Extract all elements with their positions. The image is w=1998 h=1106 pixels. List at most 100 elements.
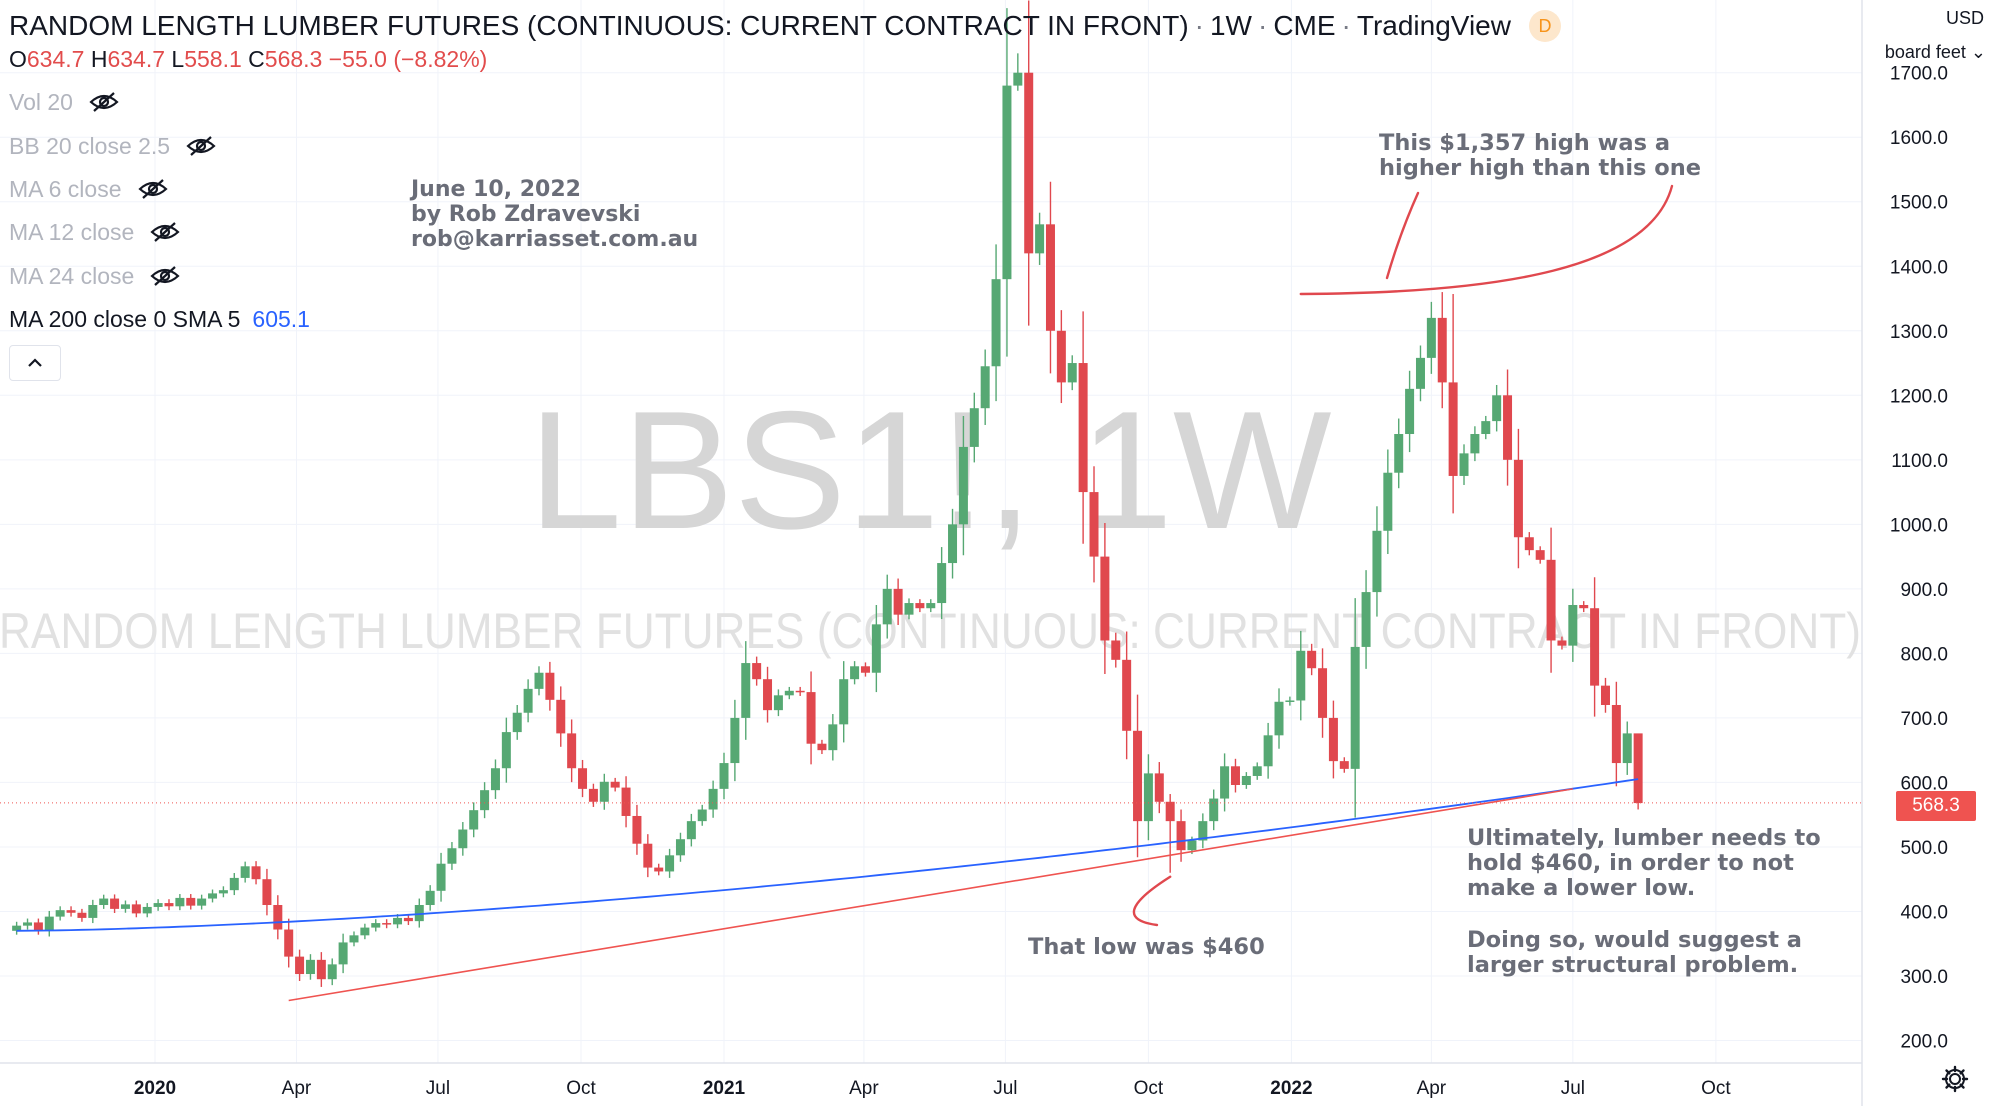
- y-tick-label: 800.0: [1900, 644, 1948, 665]
- candle-body: [1307, 650, 1317, 669]
- candle-body: [926, 603, 936, 609]
- candle-body: [1176, 821, 1186, 851]
- candle-body: [937, 563, 947, 604]
- chart-title-row[interactable]: RANDOM LENGTH LUMBER FUTURES (CONTINUOUS…: [9, 10, 1561, 42]
- candle-body: [991, 279, 1001, 367]
- candle-body: [752, 663, 762, 680]
- eye-hidden-icon[interactable]: [150, 221, 180, 243]
- exchange-label: CME: [1273, 10, 1336, 41]
- candle-body: [327, 964, 337, 980]
- candle-body: [697, 809, 707, 822]
- indicator-label: Vol 20: [9, 89, 73, 115]
- candle-body: [77, 912, 87, 918]
- currency-selector[interactable]: USD: [1945, 8, 1984, 28]
- candle-body: [1220, 766, 1230, 799]
- interval-label[interactable]: 1W: [1209, 10, 1252, 41]
- candle-body: [1481, 421, 1491, 435]
- candle-body: [1633, 733, 1643, 804]
- x-tick-label: Oct: [1701, 1078, 1731, 1099]
- high-bracket-curve: [1299, 184, 1674, 296]
- candle-body: [360, 927, 370, 936]
- candle-body: [958, 446, 968, 525]
- candle-body: [218, 890, 228, 894]
- candle-body: [643, 843, 653, 868]
- candle-body: [1089, 492, 1099, 557]
- candle-body: [1230, 766, 1240, 786]
- candle-body: [1611, 704, 1621, 764]
- indicator-ma6[interactable]: MA 6 close: [9, 176, 168, 203]
- candle-body: [1557, 640, 1567, 646]
- x-tick-label: Apr: [849, 1078, 879, 1099]
- candle-body: [414, 905, 424, 922]
- candle-body: [1209, 798, 1219, 822]
- candle-body: [1492, 395, 1502, 422]
- candle-body: [305, 959, 315, 975]
- candle-body: [66, 910, 76, 913]
- unit-label: board feet: [1884, 42, 1966, 62]
- settings-gear-icon[interactable]: [1940, 1064, 1970, 1094]
- candle-body: [175, 897, 185, 907]
- indicator-ma200[interactable]: MA 200 close 0 SMA 5 605.1: [9, 306, 310, 333]
- candle-body: [1100, 556, 1110, 641]
- candle-body: [1154, 773, 1164, 802]
- indicator-bb[interactable]: BB 20 close 2.5: [9, 133, 216, 160]
- y-tick-label: 1100.0: [1891, 451, 1948, 472]
- candle-body: [1274, 701, 1284, 736]
- chart-lines: [0, 184, 1862, 1002]
- platform-label: TradingView: [1356, 10, 1511, 41]
- ma200-line: [16, 778, 1639, 932]
- candle-body: [1241, 775, 1251, 786]
- candle-body: [1415, 357, 1425, 389]
- collapse-legend-button[interactable]: [9, 345, 61, 381]
- delayed-data-badge[interactable]: D: [1528, 10, 1561, 42]
- candle-body: [153, 903, 163, 907]
- candle-body: [708, 788, 718, 810]
- indicator-ma12[interactable]: MA 12 close: [9, 219, 180, 246]
- y-tick-label: 1200.0: [1890, 386, 1948, 407]
- candle-body: [1579, 604, 1589, 609]
- candle-body: [578, 768, 588, 789]
- candle-body: [1328, 717, 1338, 762]
- chart-axes: 200.0 300.0 400.0 500.0 600.0 700.0 800.0 900.0…: [0, 0, 1948, 1106]
- x-tick-label: 2020: [134, 1078, 176, 1099]
- candle-body: [284, 929, 294, 957]
- outlook-annotation: Ultimately, lumber needs to hold $460, i…: [1467, 825, 1821, 901]
- candle-body: [273, 905, 283, 930]
- ohlc-legend: O634.7 H634.7 L558.1 C568.3 −55.0 (−8.82…: [9, 46, 487, 73]
- eye-hidden-icon[interactable]: [150, 265, 180, 287]
- candle-body: [142, 906, 152, 914]
- x-tick-label: Apr: [282, 1078, 312, 1099]
- high-annotation: This $1,357 high was a higher high than …: [1379, 130, 1701, 181]
- candle-body: [1339, 761, 1349, 769]
- symbol-title[interactable]: RANDOM LENGTH LUMBER FUTURES (CONTINUOUS…: [9, 10, 1189, 41]
- eye-hidden-icon[interactable]: [89, 91, 119, 113]
- candle-body: [316, 959, 326, 980]
- candle-body: [1252, 766, 1262, 776]
- candle-body: [828, 724, 838, 751]
- candle-body: [784, 690, 794, 696]
- candle-body: [1524, 537, 1534, 551]
- indicator-vol[interactable]: Vol 20: [9, 89, 119, 116]
- candle-body: [186, 897, 196, 906]
- eye-hidden-icon[interactable]: [137, 178, 168, 200]
- indicator-label: BB 20 close 2.5: [9, 133, 171, 159]
- candle-body: [1459, 453, 1469, 476]
- x-tick-label: Apr: [1417, 1078, 1447, 1099]
- candle-body: [197, 898, 207, 906]
- candle-body: [12, 925, 22, 931]
- unit-selector[interactable]: board feet ⌄: [1885, 42, 1986, 63]
- candle-body: [904, 603, 914, 615]
- candles: [12, 72, 1643, 980]
- candle-body: [1035, 224, 1045, 254]
- eye-hidden-icon[interactable]: [186, 135, 216, 157]
- candle-body: [545, 672, 555, 700]
- indicator-ma24[interactable]: MA 24 close: [9, 263, 180, 290]
- candle-body: [882, 588, 892, 625]
- candle-body: [1002, 85, 1012, 280]
- candle-body: [1426, 317, 1436, 358]
- x-tick-label: Oct: [566, 1078, 596, 1099]
- chevron-up-icon: [28, 358, 42, 367]
- candle-body: [675, 839, 685, 856]
